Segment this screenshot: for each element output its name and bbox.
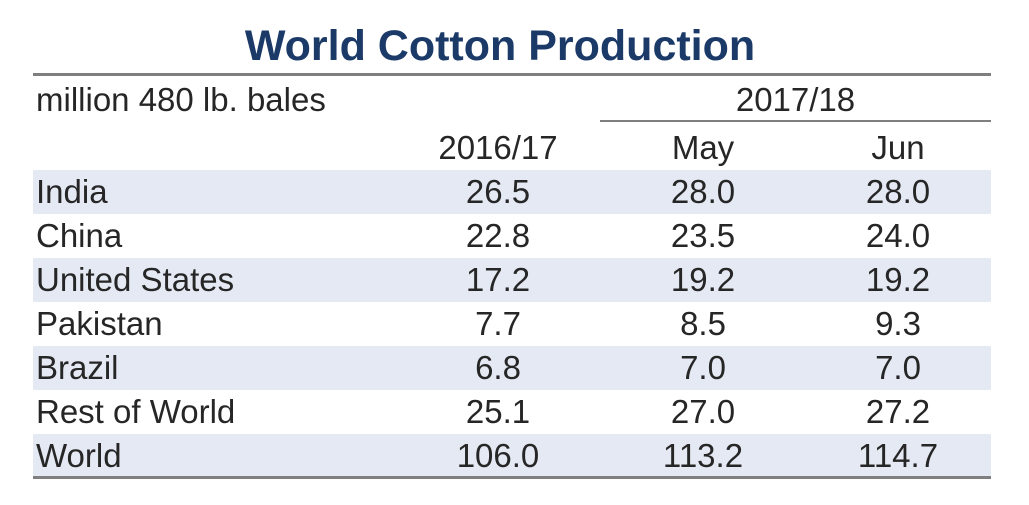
row-label: Pakistan — [36, 305, 163, 342]
row-band — [33, 346, 991, 390]
table-cell: 113.2 — [662, 437, 744, 474]
row-label: World — [36, 437, 122, 474]
table-cell: 19.2 — [670, 261, 736, 298]
table-cell: 106.0 — [456, 437, 540, 474]
table-cell: 28.0 — [865, 173, 931, 210]
table-cell: 23.5 — [670, 217, 736, 254]
table-cell: 19.2 — [865, 261, 931, 298]
unit-label: million 480 lb. bales — [36, 81, 326, 118]
top-rule — [33, 73, 991, 76]
table-cell: 26.5 — [465, 173, 531, 210]
table-cell: 8.5 — [680, 305, 726, 342]
table-cell: 114.7 — [857, 437, 939, 474]
bottom-rule — [33, 476, 991, 479]
column-header-2: May — [671, 129, 735, 166]
group-header-2017-18: 2017/18 — [735, 81, 856, 118]
table-title: World Cotton Production — [244, 22, 756, 70]
table-cell: 7.0 — [875, 349, 921, 386]
group-rule — [600, 120, 991, 122]
column-header-1: 2016/17 — [438, 129, 558, 166]
row-band — [33, 434, 991, 478]
table-cell: 9.3 — [875, 305, 921, 342]
row-label: India — [36, 173, 108, 210]
row-label: United States — [36, 261, 235, 298]
column-header-3: Jun — [871, 129, 925, 166]
table-cell: 24.0 — [865, 217, 931, 254]
table-cell: 27.0 — [670, 393, 736, 430]
table-cell: 17.2 — [465, 261, 531, 298]
table-cell: 6.8 — [475, 349, 521, 386]
row-band — [33, 258, 991, 302]
table-cell: 27.2 — [865, 393, 931, 430]
table-cell: 28.0 — [670, 173, 736, 210]
row-band — [33, 170, 991, 214]
table-cell: 7.7 — [475, 305, 521, 342]
table-cell: 25.1 — [465, 393, 531, 430]
row-label: China — [36, 217, 123, 254]
table-cell: 7.0 — [680, 349, 726, 386]
table-cell: 22.8 — [465, 217, 531, 254]
row-label: Brazil — [36, 349, 119, 386]
row-label: Rest of World — [36, 393, 236, 430]
